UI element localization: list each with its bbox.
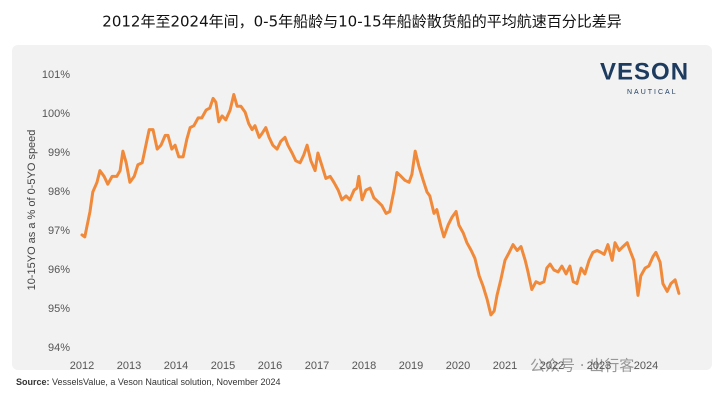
y-tick-label: 101%	[42, 69, 70, 81]
x-tick-label: 2016	[258, 360, 282, 372]
x-tick-label: 2017	[305, 360, 329, 372]
x-tick-label: 2019	[399, 360, 423, 372]
x-tick-label: 2021	[493, 360, 517, 372]
x-tick-label: 2015	[211, 360, 235, 372]
y-tick-label: 94%	[48, 342, 70, 354]
watermark: 公众号 · 出行客	[530, 357, 634, 375]
y-tick-label: 95%	[48, 303, 70, 315]
y-tick-label: 100%	[42, 108, 70, 120]
x-tick-label: 2023	[587, 360, 611, 372]
logo-name: VESON	[600, 58, 689, 85]
x-tick-label: 2018	[352, 360, 376, 372]
y-tick-label: 96%	[48, 264, 70, 276]
plot-panel	[12, 45, 712, 370]
source-text: VesselsValue, a Veson Nautical solution,…	[52, 377, 280, 387]
source-label: Source:	[16, 377, 50, 387]
y-tick-label: 97%	[48, 225, 70, 237]
x-tick-label: 2024	[634, 360, 658, 372]
source: Source: VesselsValue, a Veson Nautical s…	[16, 377, 281, 387]
y-axis-label: 10-15YO as a % of 0-5YO speed	[26, 130, 38, 291]
x-tick-label: 2014	[164, 360, 188, 372]
x-tick-label: 2013	[117, 360, 141, 372]
y-tick-label: 99%	[48, 147, 70, 159]
x-tick-label: 2022	[540, 360, 564, 372]
chart-title: 2012年至2024年间，0-5年船龄与10-15年船龄散货船的平均航速百分比差…	[102, 13, 621, 31]
x-tick-label: 2012	[70, 360, 94, 372]
x-tick-label: 2020	[446, 360, 470, 372]
data-line	[80, 93, 681, 317]
y-tick-label: 98%	[48, 186, 70, 198]
logo-sub: NAUTICAL	[627, 89, 678, 96]
